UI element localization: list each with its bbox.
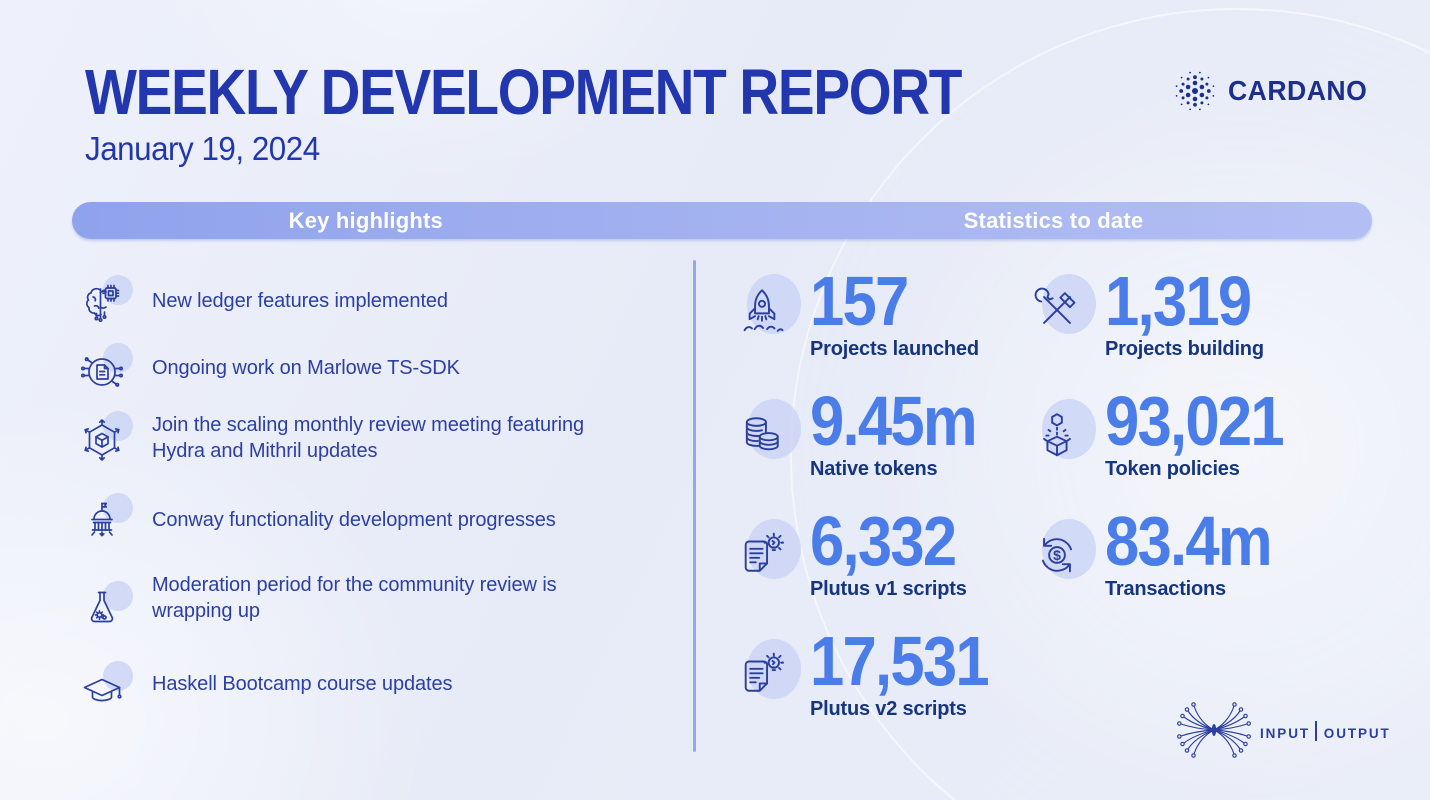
- report-date: January 19, 2024: [85, 130, 320, 167]
- brain-chip-icon: [78, 275, 133, 328]
- page-title: WEEKLY DEVELOPMENT REPORT: [85, 56, 962, 128]
- flask-icon: [78, 581, 133, 634]
- stat-projects-building: 1,319 Projects building: [1030, 266, 1270, 361]
- stat-value: 93,021: [1105, 382, 1285, 460]
- stat-label: Token policies: [1105, 458, 1240, 480]
- stat-label: Native tokens: [810, 458, 938, 480]
- script-document-icon: [735, 639, 801, 702]
- token-box-icon: [1030, 399, 1096, 462]
- stat-projects-launched: 157 Projects launched: [735, 266, 979, 361]
- svg-text:$: $: [1053, 547, 1061, 563]
- stat-token-policies: 93,021 Token policies: [1030, 386, 1307, 481]
- section-header-pill: Key highlights Statistics to date: [72, 202, 1372, 239]
- highlight-item-marlowe: Ongoing work on Marlowe TS-SDK: [78, 343, 460, 396]
- stat-plutus-v1-scripts: 6,332 Plutus v1 scripts: [735, 506, 975, 601]
- stat-value: 1,319: [1105, 262, 1252, 340]
- io-butterfly-icon: [1177, 702, 1251, 758]
- cardano-starburst-icon: [1175, 71, 1215, 111]
- coin-stack-icon: [735, 399, 801, 462]
- cardano-logo: CARDANO: [1172, 68, 1375, 114]
- capitol-building-icon: [78, 493, 133, 546]
- stat-native-tokens: 9.45m Native tokens: [735, 386, 998, 481]
- stat-label: Projects building: [1105, 338, 1264, 360]
- stat-label: Plutus v2 scripts: [810, 698, 967, 720]
- pill-label-key-highlights: Key highlights: [288, 207, 443, 233]
- input-output-logo: INPUT OUTPUT: [1176, 698, 1391, 762]
- rocket-icon: [735, 274, 801, 337]
- highlight-item-conway: Conway functionality development progres…: [78, 493, 556, 546]
- highlight-text: Haskell Bootcamp course updates: [152, 673, 453, 695]
- io-divider-bar: [1315, 721, 1317, 741]
- stat-value: 9.45m: [810, 382, 978, 460]
- highlight-item-moderation: Moderation period for the community revi…: [78, 568, 604, 634]
- highlight-item-ledger: New ledger features implemented: [78, 275, 448, 328]
- highlight-text: Moderation period for the community revi…: [152, 574, 557, 622]
- hammer-wrench-icon: [1030, 274, 1096, 337]
- column-divider: [693, 260, 696, 752]
- cube-network-icon: [78, 411, 133, 464]
- io-wordmark-input: INPUT: [1260, 725, 1310, 741]
- stat-label: Transactions: [1105, 578, 1226, 600]
- io-wordmark: INPUT OUTPUT: [1260, 721, 1391, 743]
- stat-label: Plutus v1 scripts: [810, 578, 967, 600]
- stat-transactions: $ 83.4m Transactions: [1030, 506, 1293, 601]
- highlight-text: New ledger features implemented: [152, 290, 448, 312]
- highlight-item-haskell: Haskell Bootcamp course updates: [78, 658, 453, 714]
- script-document-icon: [735, 519, 801, 582]
- document-circuit-icon: [78, 343, 133, 396]
- highlight-text: Conway functionality development progres…: [152, 509, 556, 531]
- stat-value: 17,531: [810, 622, 990, 700]
- dollar-cycle-icon: $: [1030, 519, 1096, 582]
- stat-value: 157: [810, 262, 909, 340]
- highlight-text: Join the scaling monthly review meeting …: [152, 414, 584, 462]
- stat-value: 6,332: [810, 502, 957, 580]
- highlight-item-scaling: Join the scaling monthly review meeting …: [78, 408, 634, 464]
- stat-plutus-v2-scripts: 17,531 Plutus v2 scripts: [735, 626, 1012, 721]
- io-wordmark-output: OUTPUT: [1323, 725, 1391, 741]
- highlight-text: Ongoing work on Marlowe TS-SDK: [152, 357, 460, 379]
- stat-value: 83.4m: [1105, 502, 1273, 580]
- cardano-wordmark: CARDANO: [1228, 75, 1368, 106]
- pill-label-statistics: Statistics to date: [963, 207, 1144, 233]
- stat-label: Projects launched: [810, 338, 979, 360]
- graduation-cap-icon: [78, 661, 133, 714]
